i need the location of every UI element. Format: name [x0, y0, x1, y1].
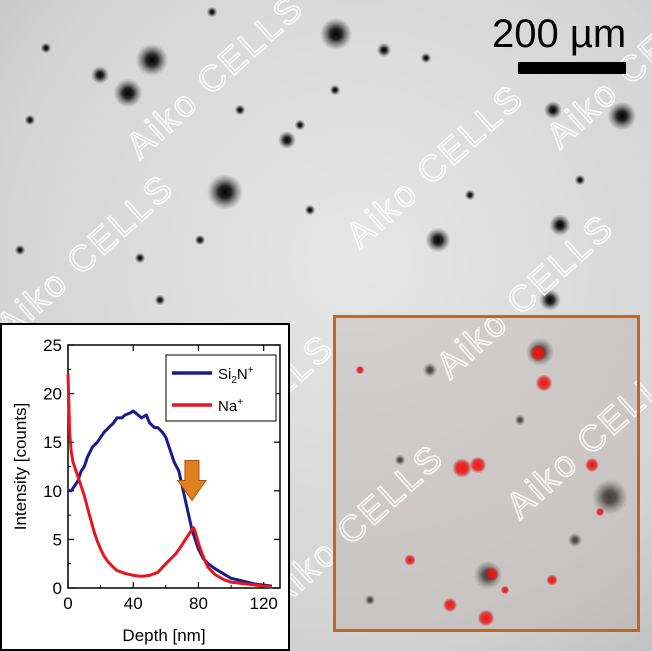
- dark-particle: [278, 131, 296, 149]
- dark-particle: [376, 42, 392, 58]
- dark-particle: [574, 174, 586, 186]
- x-tick-label: 80: [189, 594, 208, 613]
- series-line-0: [68, 409, 273, 588]
- dark-particle: [464, 189, 476, 201]
- dark-particle: [329, 84, 341, 96]
- dark-particle: [91, 66, 109, 84]
- dark-particle: [567, 532, 583, 548]
- dark-particle: [294, 119, 306, 131]
- red-particle: [355, 365, 365, 375]
- red-particle: [404, 554, 416, 566]
- red-particle: [595, 507, 605, 517]
- dark-particle: [135, 43, 169, 77]
- dark-particles: [14, 6, 637, 606]
- y-tick-label: 20: [43, 385, 62, 404]
- dark-particle: [592, 479, 628, 515]
- x-tick-label: 0: [63, 594, 72, 613]
- depth-profile-inset: 0 5 10 15 20 25 0 40 80 120 Depth [nm] Intensity [c…: [0, 323, 290, 651]
- dark-particle: [40, 42, 52, 54]
- series-line-1: [66, 374, 273, 589]
- scale-bar: [518, 62, 626, 74]
- y-axis-title: Intensity [counts]: [11, 403, 30, 531]
- depth-profile-chart: 0 5 10 15 20 25 0 40 80 120 Depth [nm] Intensity [c…: [11, 336, 281, 645]
- dark-particle: [207, 174, 243, 210]
- dark-particle: [234, 104, 246, 116]
- red-particle: [535, 374, 553, 392]
- dark-particle: [113, 78, 143, 108]
- dark-particle: [422, 362, 438, 378]
- red-particle: [443, 598, 457, 612]
- dark-particle: [134, 252, 146, 264]
- red-particle: [546, 574, 558, 586]
- dark-particle: [206, 6, 218, 18]
- dark-particle: [14, 244, 26, 256]
- arrow-down-icon: [176, 460, 207, 502]
- dark-particle: [154, 294, 166, 306]
- red-particle: [452, 458, 472, 478]
- y-tick-label: 5: [53, 530, 62, 549]
- red-particles: [355, 344, 605, 627]
- dark-particle: [304, 204, 316, 216]
- dark-particle: [514, 414, 526, 426]
- dark-particle: [319, 17, 353, 51]
- dark-particle: [420, 52, 432, 64]
- dark-particle: [24, 114, 36, 126]
- red-particle: [485, 567, 499, 581]
- dark-particle: [544, 101, 562, 119]
- dark-particle: [539, 289, 561, 311]
- legend-entry: Na+: [218, 397, 243, 415]
- dark-particle: [194, 234, 206, 246]
- legend-box: [165, 354, 277, 422]
- legend-entry: Si2N+: [218, 365, 254, 386]
- dark-particle: [549, 214, 571, 236]
- dark-particle: [364, 594, 376, 606]
- x-axis-title: Depth [nm]: [122, 626, 205, 645]
- y-tick-label: 15: [43, 433, 62, 452]
- dark-particle: [425, 227, 451, 253]
- scale-bar-label: 200 µm: [492, 12, 627, 56]
- y-tick-label: 0: [53, 579, 62, 598]
- dark-particle: [394, 454, 406, 466]
- red-particle: [529, 344, 547, 362]
- red-particle: [469, 456, 487, 474]
- red-particle: [500, 585, 510, 595]
- dark-particle: [607, 101, 637, 131]
- x-tick-label: 40: [124, 594, 143, 613]
- highlight-box: [333, 315, 640, 632]
- y-tick-label: 25: [43, 336, 62, 355]
- x-tick-label: 120: [250, 594, 278, 613]
- red-particle: [585, 458, 599, 472]
- y-tick-label: 10: [43, 482, 62, 501]
- red-particle: [477, 609, 495, 627]
